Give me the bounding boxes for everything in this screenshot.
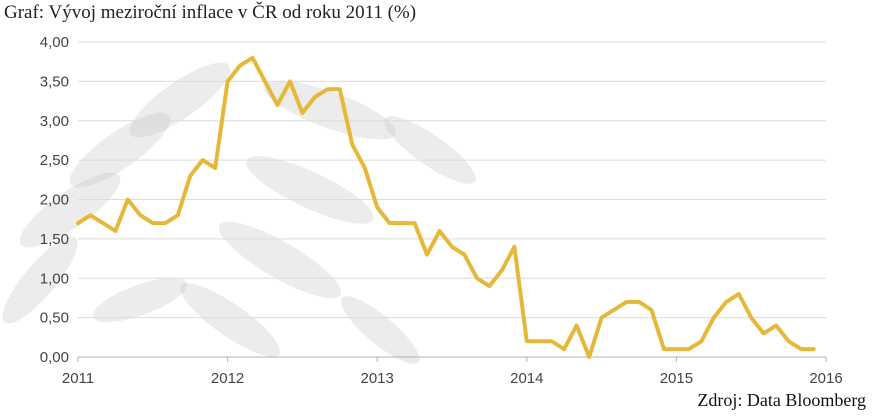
x-tick-label: 2012: [211, 370, 244, 387]
y-axis-ticks: 0,00 0,50 1,00 1,50 2,00 2,50 3,00 3,50 4,00: [40, 34, 69, 366]
series-layer: [76, 55, 816, 359]
y-tick-label: 0,50: [40, 310, 69, 327]
y-tick-label: 0,00: [40, 349, 69, 366]
x-axis-ticks: 2011 2012 2013 2014 2015 2016: [62, 357, 843, 387]
y-tick-label: 4,00: [40, 34, 69, 51]
x-tick-label: 2014: [510, 370, 543, 387]
y-tick-label: 1,50: [40, 231, 69, 248]
leaf-watermark: [2, 62, 476, 364]
x-tick-label: 2011: [62, 370, 94, 387]
y-tick-label: 2,00: [40, 192, 69, 209]
chart-title: Graf: Vývoj meziroční inflace v ČR od ro…: [4, 2, 417, 23]
y-tick-label: 2,50: [40, 152, 69, 169]
x-tick-label: 2013: [361, 370, 394, 387]
series-line: [76, 55, 816, 359]
y-tick-label: 1,00: [40, 270, 69, 287]
x-tick-label: 2015: [660, 370, 693, 387]
data-source-note: Zdroj: Data Bloomberg: [697, 390, 866, 410]
x-tick-label: 2016: [809, 370, 842, 387]
y-tick-label: 3,50: [40, 73, 69, 90]
y-tick-label: 3,00: [40, 113, 69, 130]
